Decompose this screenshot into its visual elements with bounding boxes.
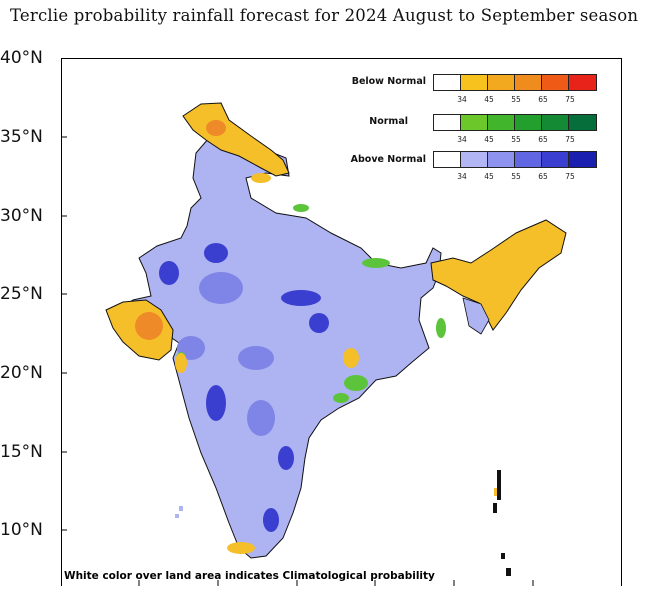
- above-normal-dark-patches: [159, 243, 329, 532]
- legend-tick: 45: [484, 95, 494, 104]
- y-tick-label: 25°N: [0, 284, 43, 304]
- y-tick-label: 10°N: [0, 520, 43, 540]
- y-tick-label: 20°N: [0, 363, 43, 383]
- y-tick-label: 15°N: [0, 442, 43, 462]
- y-tick-label: 40°N: [0, 48, 43, 68]
- legend-tick: 34: [457, 95, 467, 104]
- north-dark-patch: [206, 120, 226, 136]
- map-panel: [61, 58, 622, 586]
- y-tick-label: 30°N: [0, 206, 43, 226]
- legend-tick: 34: [457, 172, 467, 181]
- below-normal-patches: [175, 173, 359, 554]
- andaman-islands: [493, 470, 511, 576]
- ne-blue-patch: [462, 297, 490, 335]
- map-title: Terclie probability rainfall forecast fo…: [10, 6, 639, 25]
- legend-label-below-normal: Below Normal: [351, 76, 426, 87]
- legend-label-normal: Normal: [369, 116, 408, 127]
- legend-bar-above-normal: [433, 151, 597, 168]
- andaman-below-normal: [494, 488, 497, 496]
- legend-bar-normal: [433, 114, 597, 131]
- legend-bar-below-normal: [433, 74, 597, 91]
- north-below-normal: [182, 102, 290, 177]
- legend-tick: 45: [484, 172, 494, 181]
- x-ticks: [138, 580, 534, 586]
- y-ticks: [61, 58, 67, 531]
- legend-tick: 55: [511, 135, 521, 144]
- india-landmass: [120, 102, 442, 559]
- y-tick-label: 35°N: [0, 127, 43, 147]
- legend-tick: 34: [457, 135, 467, 144]
- legend-tick: 75: [565, 95, 575, 104]
- legend-tick: 55: [511, 172, 521, 181]
- legend-tick: 55: [511, 95, 521, 104]
- northeast-region: [430, 219, 567, 331]
- legend-tick: 45: [484, 135, 494, 144]
- climatology-note: White color over land area indicates Cli…: [64, 570, 435, 582]
- legend-label-above-normal: Above Normal: [350, 154, 426, 165]
- legend-tick: 65: [538, 135, 548, 144]
- legend-tick: 75: [565, 172, 575, 181]
- legend-tick: 75: [565, 135, 575, 144]
- legend-tick: 65: [538, 172, 548, 181]
- normal-patches: [176, 204, 446, 403]
- gujarat-dark-patch: [135, 312, 163, 340]
- lakshadweep: [175, 506, 183, 518]
- above-normal-mid-patches: [177, 272, 275, 436]
- legend-tick: 65: [538, 95, 548, 104]
